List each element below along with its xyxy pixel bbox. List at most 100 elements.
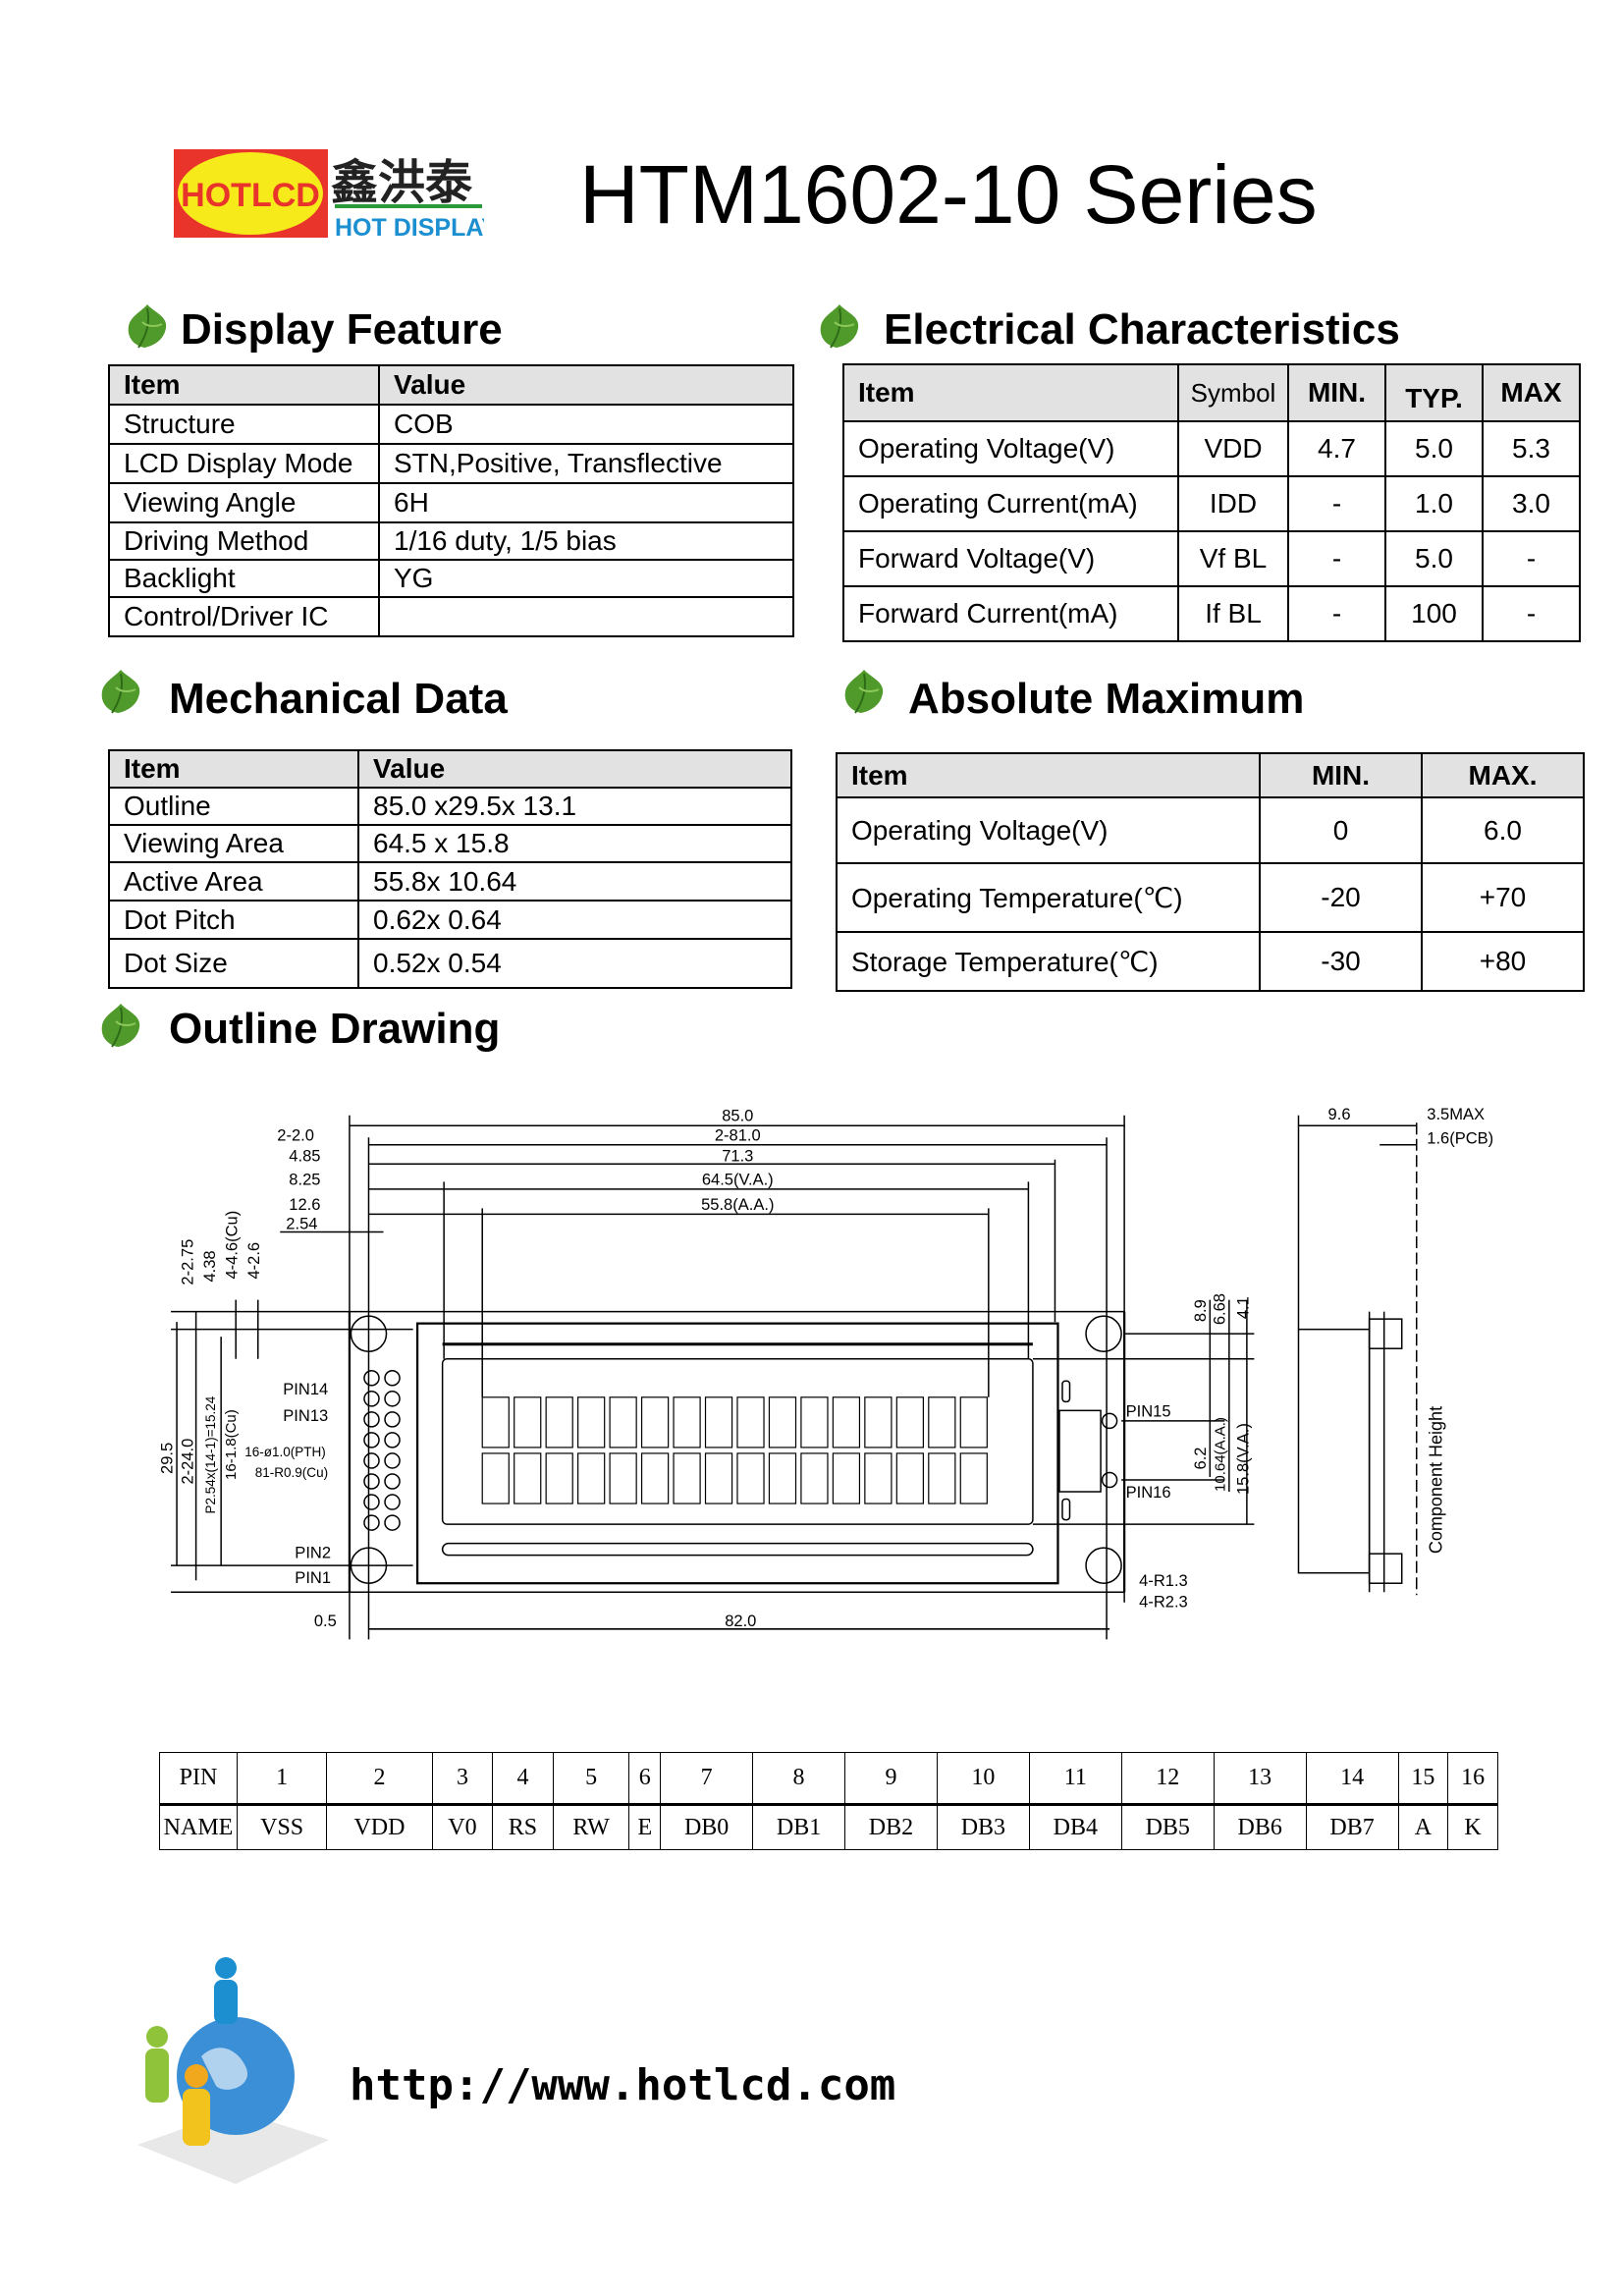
character-cell — [800, 1452, 829, 1504]
cell: Operating Current(mA) — [842, 475, 1179, 532]
character-cell — [577, 1452, 606, 1504]
pin-pad — [384, 1452, 401, 1469]
pin-label: PIN15 — [1126, 1401, 1171, 1420]
table-row: Operating Temperature(℃) -20 +70 — [836, 862, 1585, 933]
pin-pad — [384, 1494, 401, 1510]
cell: 5.3 — [1482, 420, 1581, 477]
character-cell — [864, 1452, 893, 1504]
pin-name: VDD — [326, 1804, 433, 1850]
pin-name: V0 — [431, 1804, 494, 1850]
pin-name: RS — [492, 1804, 554, 1850]
cell: 55.8x 10.64 — [357, 861, 792, 902]
leaf-icon — [819, 303, 860, 349]
table-row: Forward Voltage(V) Vf BL -5.0- — [842, 530, 1581, 587]
cell: 64.5 x 15.8 — [357, 824, 792, 863]
dim-label: 82.0 — [725, 1612, 756, 1630]
cell: +70 — [1421, 862, 1585, 933]
svg-text:HOTLCD: HOTLCD — [181, 177, 320, 214]
pin-name: DB1 — [752, 1804, 846, 1850]
col-header: Symbol — [1177, 363, 1289, 422]
pin-name: RW — [552, 1804, 630, 1850]
dim-label: 4.85 — [289, 1146, 320, 1165]
pin-name: DB4 — [1028, 1804, 1122, 1850]
dim-label: 6.68 — [1210, 1293, 1228, 1325]
pin-pad — [363, 1432, 380, 1449]
pin-name: A — [1397, 1804, 1449, 1850]
cell — [378, 596, 794, 637]
pin-pad — [384, 1432, 401, 1449]
cell: - — [1287, 530, 1386, 587]
cell: Vf BL — [1177, 530, 1289, 587]
pin-table: PIN 1 2 3 4 5 6 7 8 9 10 11 12 13 14 15 16 NAME VSS VDD V0 R… — [159, 1752, 1498, 1850]
character-cell — [864, 1396, 893, 1449]
col-header: MAX. — [1421, 752, 1585, 798]
pin-name: DB6 — [1213, 1804, 1307, 1850]
pin-number: 7 — [660, 1752, 754, 1805]
pin-number: 11 — [1028, 1752, 1122, 1805]
pin-number: 15 — [1397, 1752, 1449, 1805]
cell: 1.0 — [1384, 475, 1484, 532]
character-cell — [832, 1396, 861, 1449]
pin-name: DB3 — [936, 1804, 1030, 1850]
pin-header-label: PIN — [159, 1752, 238, 1805]
character-cell — [895, 1452, 924, 1504]
pin-number: 6 — [628, 1752, 662, 1805]
website-link[interactable]: http://www.hotlcd.com — [350, 2060, 896, 2110]
dim-label: 4.38 — [200, 1250, 219, 1282]
page-title: HTM1602-10 Series — [579, 148, 1318, 241]
cell: 6.0 — [1421, 796, 1585, 864]
character-cell — [704, 1452, 733, 1504]
svg-text:HOT DISPLAY: HOT DISPLAY — [335, 214, 484, 240]
pin-name: DB2 — [844, 1804, 938, 1850]
cell: 5.0 — [1384, 420, 1484, 477]
dim-label: 0.5 — [314, 1612, 337, 1630]
pin-name: DB5 — [1120, 1804, 1215, 1850]
cell: 3.0 — [1482, 475, 1581, 532]
mechanical-table: Item Value Outline 85.0 x29.5x 13.1 Viewin… — [108, 749, 792, 989]
dim-label: 4-R1.3 — [1139, 1571, 1188, 1590]
table-row: LCD Display Mode STN,Positive, Transflect… — [108, 443, 794, 484]
dim-label: 16-1.8(Cu) — [223, 1409, 240, 1480]
leaf-icon — [843, 669, 885, 714]
electrical-heading: Electrical Characteristics — [884, 305, 1400, 354]
pin-number: 4 — [492, 1752, 554, 1805]
pin-number: 9 — [844, 1752, 938, 1805]
absolute-maximum-table: Item MIN. MAX. Operating Voltage(V) 0 6.0 Op… — [836, 752, 1585, 992]
cell: IDD — [1177, 475, 1289, 532]
dim-label: 8.25 — [289, 1170, 320, 1188]
pin-name: K — [1447, 1804, 1498, 1850]
company-logo: HOTLCD 鑫洪泰 HOT DISPLAY — [174, 147, 498, 242]
character-cell — [895, 1396, 924, 1449]
col-header: Item — [108, 749, 359, 789]
col-header: TYP. — [1384, 363, 1484, 422]
character-cell — [832, 1452, 861, 1504]
pin-pad — [384, 1391, 401, 1407]
dim-label: 15.8(V.A.) — [1233, 1423, 1252, 1495]
col-header: MAX — [1482, 363, 1581, 422]
col-header: Item — [842, 363, 1179, 422]
pin-number: 5 — [552, 1752, 630, 1805]
pin-label: PIN14 — [283, 1380, 328, 1398]
table-row: Operating Voltage(V) VDD 4.7 5.0 5.3 — [842, 420, 1581, 477]
table-row: Operating Voltage(V) 0 6.0 — [836, 796, 1585, 864]
name-header-label: NAME — [159, 1804, 238, 1850]
col-header: Item — [836, 752, 1261, 798]
dim-label: 29.5 — [158, 1443, 177, 1474]
dim-label: 3.5MAX — [1427, 1105, 1485, 1123]
character-cell — [673, 1452, 701, 1504]
table-row: Outline 85.0 x29.5x 13.1 — [108, 787, 792, 826]
cell: Control/Driver IC — [108, 596, 380, 637]
table-row: Forward Current(mA) If BL -100- — [842, 585, 1581, 642]
dim-label: 81-R0.9(Cu) — [255, 1465, 328, 1480]
cell: Backlight — [108, 559, 380, 598]
pin-number: 3 — [431, 1752, 494, 1805]
character-cell — [928, 1396, 956, 1449]
dim-label: 12.6 — [289, 1195, 320, 1214]
table-row: Viewing Angle 6H — [108, 482, 794, 523]
dim-label: 2-2.75 — [179, 1239, 197, 1285]
pin-name: DB7 — [1305, 1804, 1399, 1850]
pin-number: 1 — [236, 1752, 328, 1805]
pin-label: PIN2 — [295, 1544, 331, 1562]
pin-number: 8 — [752, 1752, 846, 1805]
outline-drawing: 85.0 2-81.0 71.3 64.5(V.A.) 55.8(A.A.) 2… — [158, 1105, 1493, 1640]
